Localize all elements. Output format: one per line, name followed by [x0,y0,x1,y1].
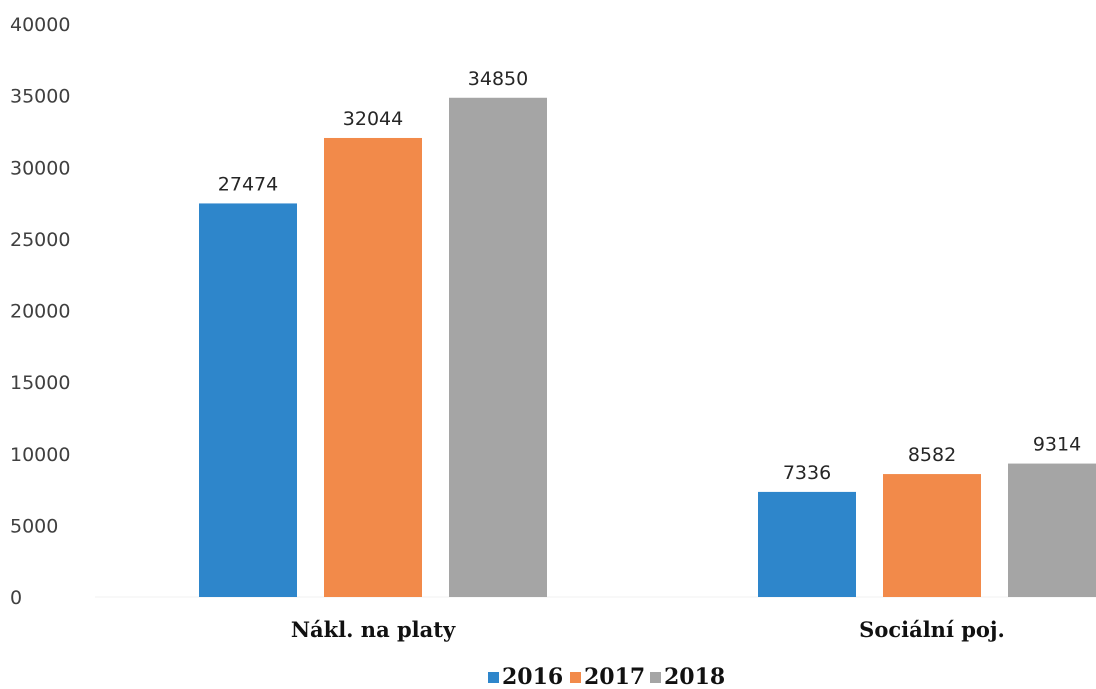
legend-swatch-2017 [570,672,581,683]
data-label: 34850 [468,68,528,90]
bar-2018-socialni-poj [1008,463,1096,597]
legend-label-2018: 2018 [664,664,725,689]
data-label: 7336 [783,462,831,484]
legend-label-2016: 2016 [502,664,563,689]
bar-2017-socialni-poj [883,474,981,597]
bar-2017-nakl-na-platy [324,137,422,597]
category-label: Nákl. na platy [291,617,456,642]
bar-2016-socialni-poj [758,491,856,597]
bar-2018-nakl-na-platy [449,97,547,598]
bar-2016-nakl-na-platy [199,203,297,598]
data-label: 27474 [218,173,278,195]
legend-swatch-2018 [650,672,661,683]
x-axis: Nákl. na platy Sociální poj. [291,617,1005,642]
y-tick-label: 30000 [10,157,70,179]
data-label: 32044 [343,108,403,130]
y-tick-label: 35000 [10,86,70,108]
y-tick-label: 0 [10,587,22,609]
category-label: Sociální poj. [859,617,1005,642]
y-tick-label: 25000 [10,229,70,251]
data-label: 9314 [1033,434,1081,456]
y-tick-label: 10000 [10,444,70,466]
legend: 2016 2017 2018 [488,664,725,689]
bars [199,97,1096,598]
y-tick-label: 20000 [10,301,70,323]
legend-label-2017: 2017 [584,664,645,689]
legend-swatch-2016 [488,672,499,683]
y-tick-label: 40000 [10,14,70,36]
y-tick-label: 5000 [10,515,58,537]
data-label: 8582 [908,444,956,466]
data-labels: 27474 32044 34850 7336 8582 9314 [218,68,1081,484]
y-tick-label: 15000 [10,372,70,394]
y-axis: 0 5000 10000 15000 20000 25000 30000 35000 40000 [10,14,1096,609]
